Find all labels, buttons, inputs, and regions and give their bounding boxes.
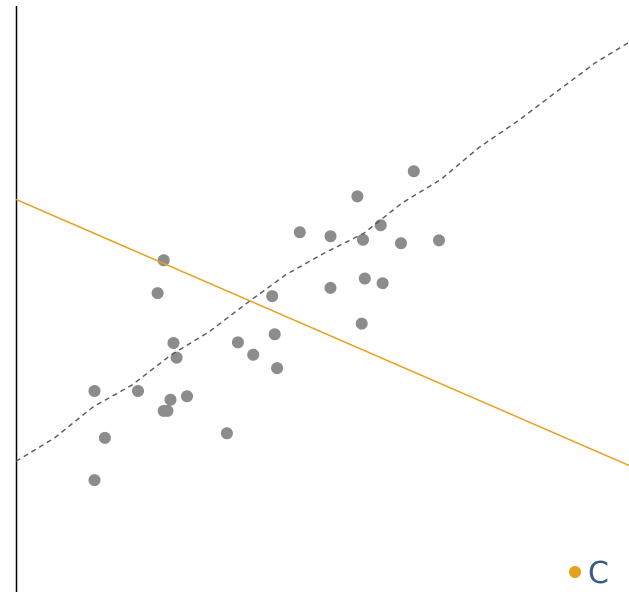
data-point (98, 431, 111, 444)
data-point (266, 290, 279, 303)
data-point (324, 230, 337, 243)
data-points (88, 165, 445, 487)
data-point (293, 226, 306, 239)
series-c-line (15, 198, 629, 467)
data-point (358, 272, 371, 285)
data-point (167, 337, 180, 349)
data-point (376, 277, 389, 290)
data-point (161, 404, 174, 417)
data-point (231, 336, 244, 349)
legend-marker-c (569, 566, 581, 578)
data-point (220, 427, 233, 440)
data-point (433, 234, 445, 247)
legend-label-c: C (588, 556, 609, 591)
data-point (151, 287, 164, 300)
data-point (324, 281, 337, 294)
data-point (88, 474, 101, 487)
data-point (132, 385, 144, 397)
data-point (351, 190, 364, 203)
data-point (357, 233, 369, 246)
data-point (374, 219, 387, 232)
data-point (164, 393, 177, 406)
trend-line (15, 41, 629, 462)
data-point (395, 237, 407, 250)
data-point (268, 328, 281, 341)
data-point (271, 362, 284, 375)
data-point (157, 254, 170, 267)
legend: C (569, 556, 609, 591)
data-point (170, 351, 183, 364)
data-point (88, 385, 101, 397)
data-point (247, 348, 260, 361)
data-point (181, 390, 193, 403)
data-point (355, 317, 368, 330)
data-point (407, 165, 420, 178)
